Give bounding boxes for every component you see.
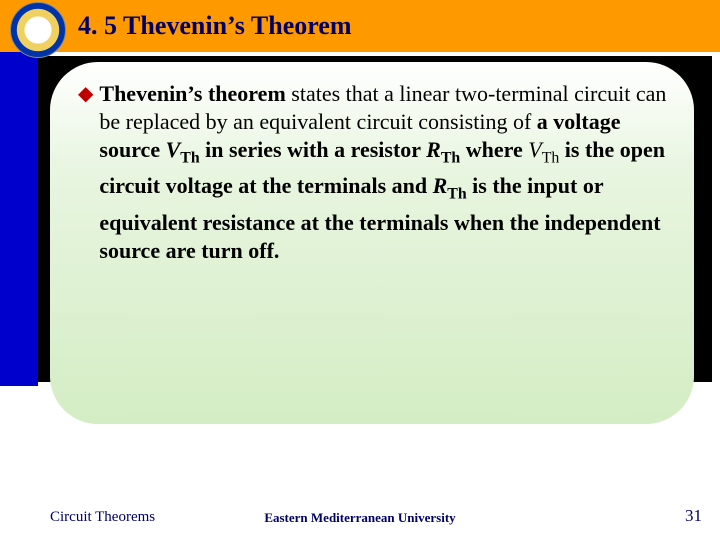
footer-center-text: Eastern Mediterranean University bbox=[264, 510, 455, 526]
slide-title: 4. 5 Thevenin’s Theorem bbox=[78, 11, 352, 41]
diamond-bullet-icon: ◆ bbox=[78, 80, 93, 108]
content-card: ◆ Thevenin’s theorem states that a linea… bbox=[50, 62, 694, 424]
title-band: 4. 5 Thevenin’s Theorem bbox=[0, 0, 720, 52]
footer: Circuit Theorems Eastern Mediterranean U… bbox=[0, 502, 720, 526]
bullet-row: ◆ Thevenin’s theorem states that a linea… bbox=[78, 80, 670, 265]
left-accent-bar bbox=[0, 52, 38, 386]
body-paragraph: Thevenin’s theorem states that a linear … bbox=[99, 80, 670, 265]
footer-left-text: Circuit Theorems bbox=[50, 509, 155, 526]
page-number: 31 bbox=[685, 506, 702, 526]
university-logo bbox=[10, 2, 66, 58]
